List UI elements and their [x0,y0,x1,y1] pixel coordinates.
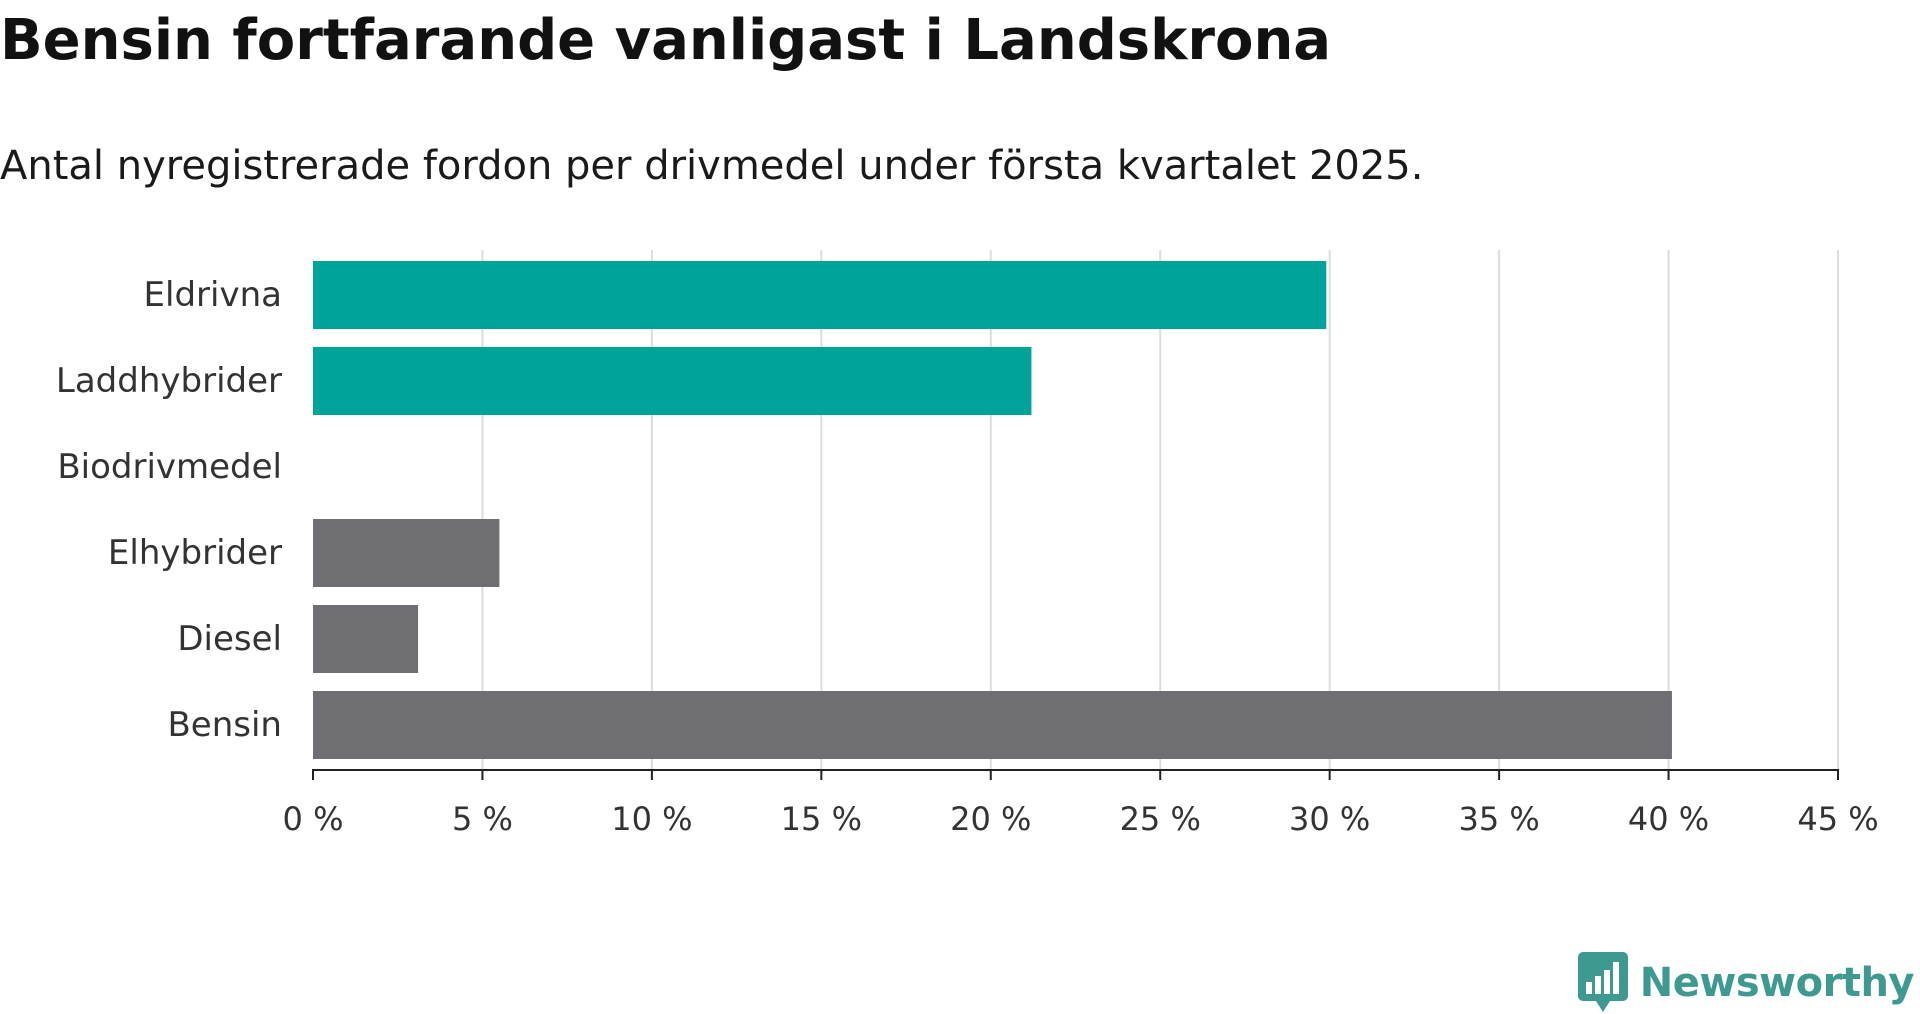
category-label: Laddhybrider [56,361,282,401]
grid-lines [481,250,1839,770]
x-tick-label: 10 % [611,800,692,838]
newsworthy-bar-chart-icon [1577,952,1628,1012]
x-tick-label: 35 % [1458,800,1539,838]
chart-subtitle: Antal nyregistrerade fordon per drivmede… [0,143,1424,189]
x-tick-label: 45 % [1797,800,1878,838]
x-axis: 0 % 5 % 10 % 15 % 20 % 25 % 30 % 35 % 40 % 45 % [283,769,1879,838]
category-label: Diesel [177,619,282,659]
bar-eldrivna [313,261,1327,329]
newsworthy-logo: Newsworthy [1577,952,1915,1014]
x-tick-label: 15 % [781,800,862,838]
bar-laddhybrider [313,347,1032,415]
x-tick-label: 0 % [283,800,344,838]
x-tick-label: 5 % [452,800,513,838]
category-label: Elhybrider [108,533,282,573]
bars [313,261,1672,759]
chart-title: Bensin fortfarande vanligast i Landskron… [0,8,1332,73]
bar-bensin [313,691,1672,759]
category-label: Eldrivna [144,275,282,315]
bar-elhybrider [313,519,500,587]
category-label: Bensin [167,705,282,745]
category-label: Biodrivmedel [57,447,282,487]
category-labels: Eldrivna Laddhybrider Biodrivmedel Elhybrid… [56,275,282,745]
x-tick-label: 20 % [950,800,1031,838]
x-tick-label: 30 % [1289,800,1370,838]
bar-chart: Eldrivna Laddhybrider Biodrivmedel Elhybrid… [56,250,1879,838]
logo-text: Newsworthy [1639,960,1915,1006]
bar-diesel [313,605,419,673]
x-tick-label: 40 % [1628,800,1709,838]
x-tick-label: 25 % [1120,800,1201,838]
